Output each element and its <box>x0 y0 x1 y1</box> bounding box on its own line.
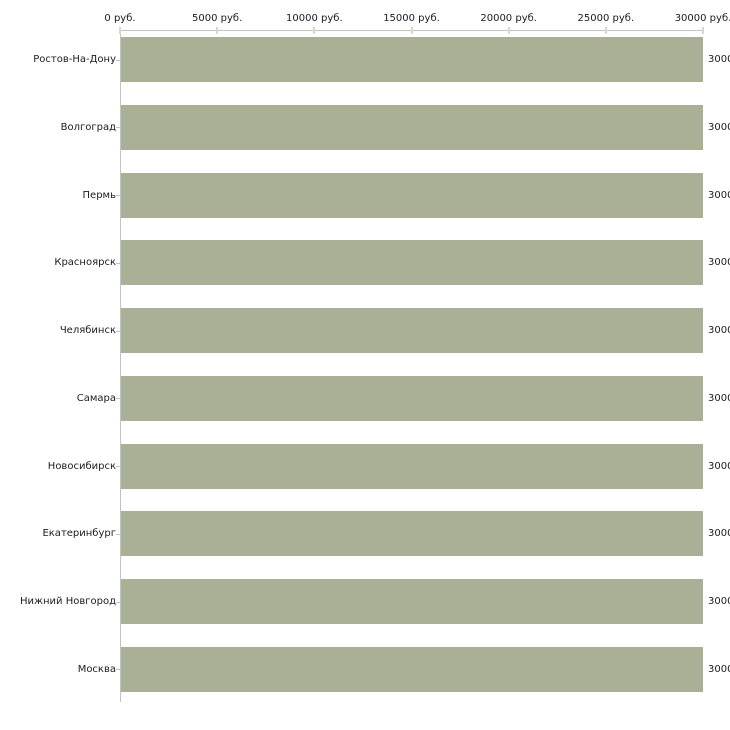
bar <box>121 172 703 218</box>
category-label: Москва <box>77 663 116 675</box>
y-axis-tick <box>116 602 120 603</box>
x-axis-tick <box>410 27 413 34</box>
category-label: Пермь <box>82 189 116 201</box>
bar-value-label: 30000 руб. <box>708 121 730 133</box>
y-axis-tick <box>116 669 120 670</box>
bar <box>121 308 703 353</box>
x-axis-tick-label: 30000 руб. <box>674 13 730 24</box>
bar-value-label: 30000 руб. <box>708 596 730 607</box>
x-axis-tick-label: 0 руб. <box>104 13 136 24</box>
x-axis-tick-label: 5000 руб. <box>192 13 243 24</box>
bar-value-label: 30000 руб. <box>708 54 730 65</box>
y-axis-tick <box>116 398 120 399</box>
bar <box>121 240 703 286</box>
y-axis-tick <box>116 127 120 128</box>
y-axis-tick <box>116 534 120 535</box>
bar <box>121 511 703 557</box>
category-label: Екатеринбург <box>42 528 116 540</box>
bar-value-label: 30000 руб. <box>708 257 730 269</box>
bar <box>121 37 703 82</box>
category-label: Красноярск <box>54 257 116 269</box>
bar-value-label: 30000 руб. <box>708 460 730 472</box>
x-axis-tick-label: 15000 руб. <box>383 13 440 24</box>
x-axis-tick <box>313 27 316 34</box>
bar-value-label: 30000 руб. <box>708 663 730 675</box>
bar <box>121 579 703 624</box>
bar <box>121 443 703 489</box>
category-label: Нижний Новгород <box>19 596 116 607</box>
x-axis-tick-label: 25000 руб. <box>577 13 635 24</box>
x-axis-tick <box>604 27 607 34</box>
x-axis-tick <box>216 27 219 34</box>
x-axis-tick <box>119 27 121 34</box>
y-axis-tick <box>116 466 120 467</box>
bar <box>121 375 703 421</box>
y-axis-tick <box>116 195 120 196</box>
x-axis-tick-label: 20000 руб. <box>480 13 537 24</box>
y-axis-tick <box>116 60 120 61</box>
x-axis-tick <box>507 27 510 34</box>
bar-value-label: 30000 руб. <box>708 392 730 404</box>
bar <box>121 646 703 692</box>
category-label: Ростов-На-Дону <box>33 54 116 65</box>
y-axis-tick <box>116 331 120 332</box>
bar <box>121 104 703 150</box>
x-axis-tick <box>702 27 704 34</box>
category-label: Самара <box>76 392 116 404</box>
category-label: Челябинск <box>59 325 116 336</box>
bar-value-label: 30000 руб. <box>708 189 730 201</box>
y-axis-tick <box>116 263 120 264</box>
y-axis-line <box>120 30 121 702</box>
category-label: Новосибирск <box>47 460 116 472</box>
bar-value-label: 30000 руб. <box>708 528 730 540</box>
category-label: Волгоград <box>60 121 116 133</box>
bar-value-label: 30000 руб. <box>708 325 730 336</box>
x-axis-tick-label: 10000 руб. <box>286 13 343 24</box>
